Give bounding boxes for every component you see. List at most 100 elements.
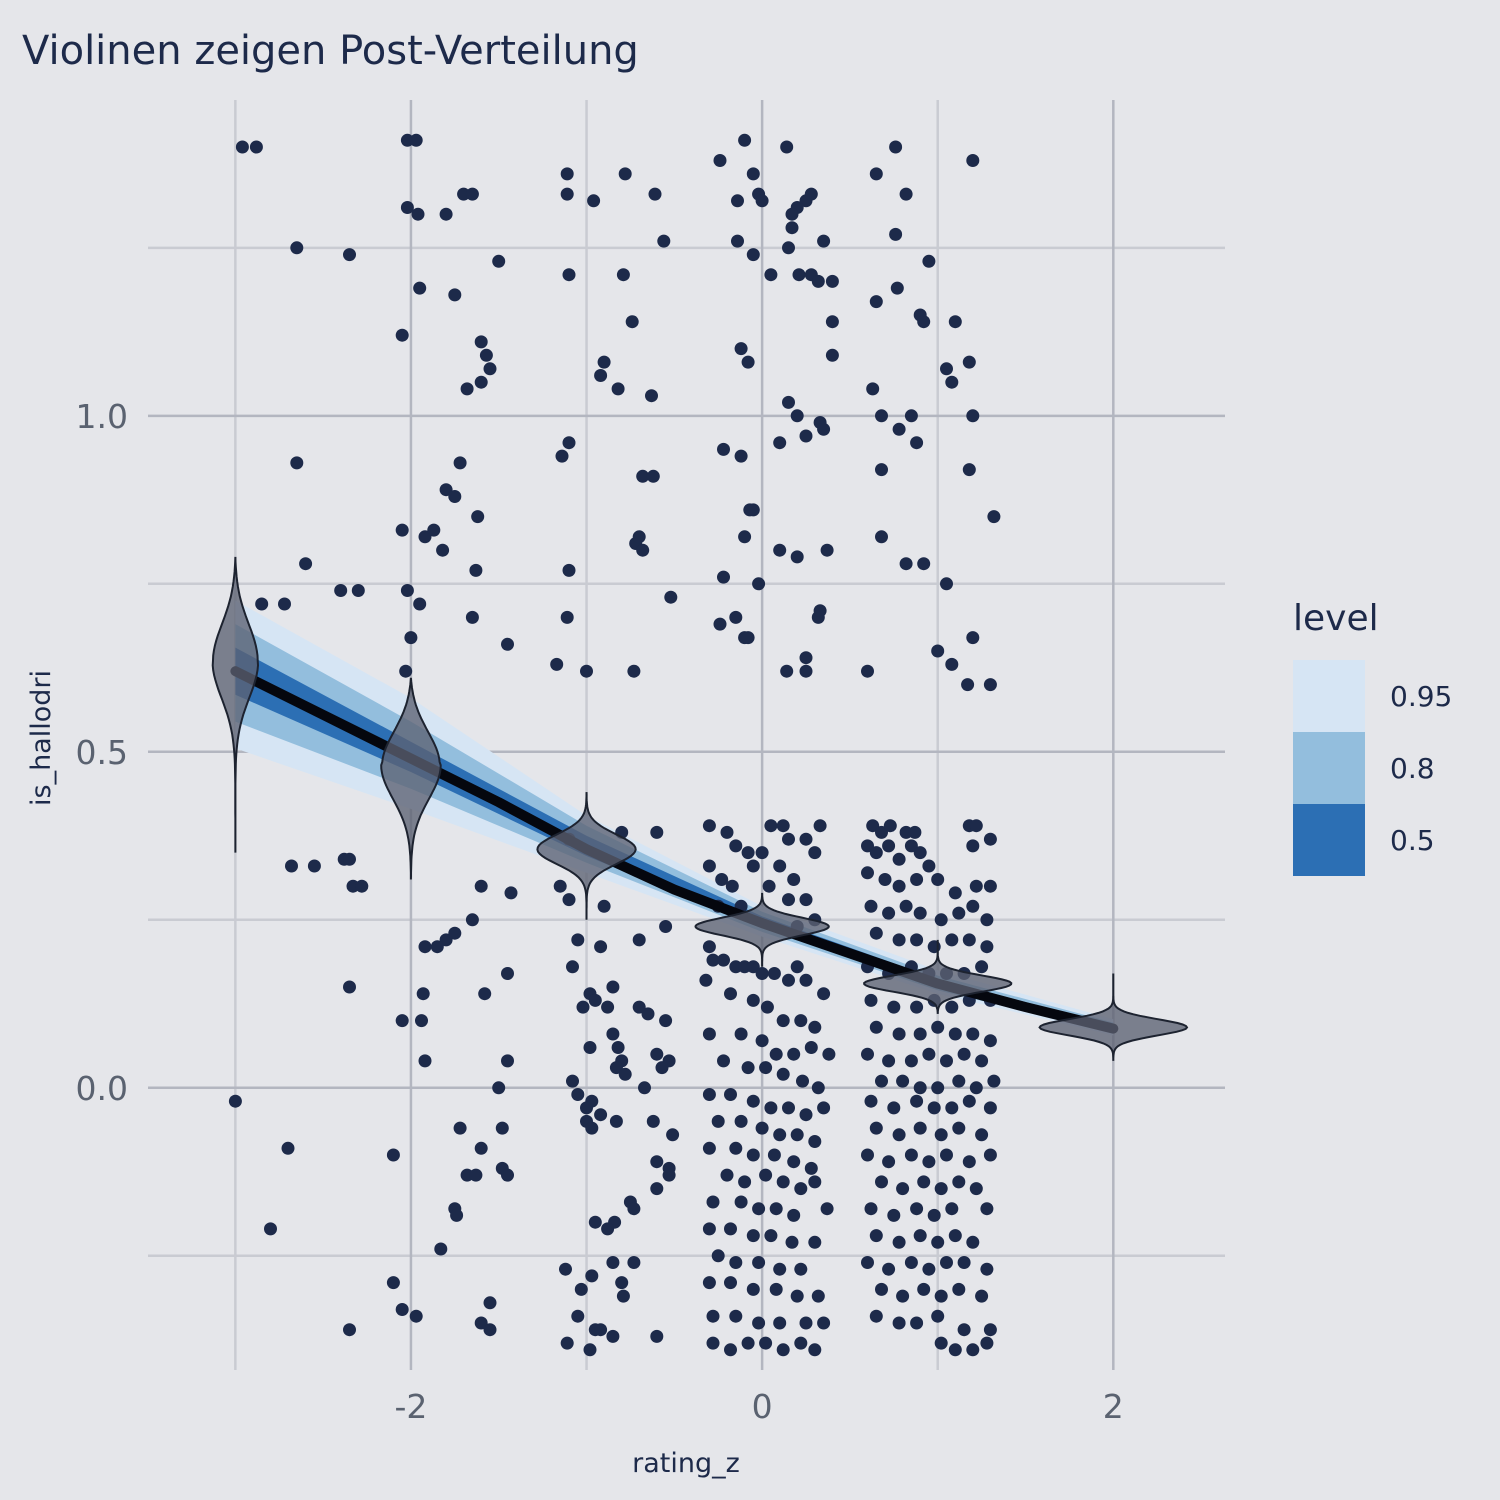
data-point	[562, 893, 576, 907]
data-point	[413, 597, 427, 611]
data-point	[418, 1054, 432, 1068]
data-point	[439, 207, 453, 221]
data-point	[808, 1175, 822, 1189]
data-point	[746, 248, 760, 262]
data-point	[702, 1276, 716, 1290]
data-point	[588, 1215, 602, 1229]
tick-labels: -2 0 2 0.0 0.5 1.0	[76, 397, 1124, 1426]
data-point	[957, 1047, 971, 1061]
x-tick-label: 0	[752, 1387, 773, 1426]
data-point	[904, 1148, 918, 1162]
data-point	[416, 987, 430, 1001]
data-point	[890, 281, 904, 295]
data-point	[448, 490, 462, 503]
data-point	[465, 187, 479, 201]
data-point	[808, 846, 822, 860]
data-point	[917, 1282, 931, 1296]
data-point	[892, 1316, 906, 1330]
data-point	[804, 187, 818, 201]
data-point	[764, 268, 778, 282]
data-point	[864, 1202, 878, 1216]
data-point	[645, 389, 658, 403]
data-point	[759, 1061, 773, 1075]
data-point	[782, 893, 795, 907]
data-point	[399, 664, 413, 678]
data-point	[790, 550, 804, 564]
data-point	[741, 846, 755, 860]
data-point	[987, 510, 1001, 524]
data-point	[917, 1175, 931, 1189]
data-point	[934, 913, 948, 927]
data-point	[717, 570, 730, 584]
data-point	[386, 1148, 400, 1162]
data-point	[980, 1202, 994, 1216]
data-point	[636, 543, 650, 557]
data-point	[892, 1235, 906, 1249]
data-point	[908, 825, 922, 839]
data-point	[734, 1027, 748, 1041]
data-point	[760, 1000, 774, 1014]
data-point	[878, 873, 892, 886]
data-point	[702, 1027, 716, 1041]
data-point	[820, 543, 834, 557]
data-point	[632, 933, 646, 947]
data-point	[983, 678, 997, 692]
data-point	[882, 1155, 896, 1169]
data-point	[571, 1088, 585, 1101]
data-point	[910, 1316, 924, 1330]
data-point	[627, 1256, 641, 1269]
data-point	[746, 960, 760, 974]
data-point	[611, 382, 625, 396]
data-point	[948, 315, 962, 329]
data-point	[664, 590, 678, 604]
data-point	[817, 1316, 831, 1330]
data-point	[896, 1289, 910, 1303]
data-point	[799, 832, 813, 846]
data-point	[574, 1282, 588, 1296]
data-point	[585, 1269, 599, 1283]
data-point	[866, 819, 880, 833]
data-point	[776, 819, 790, 833]
data-point	[618, 1067, 632, 1081]
data-point	[913, 1081, 927, 1095]
data-point	[606, 1256, 620, 1269]
data-point	[899, 187, 913, 201]
data-point	[875, 409, 888, 423]
data-point	[966, 409, 980, 423]
data-point	[813, 604, 827, 618]
data-point	[896, 1182, 910, 1196]
data-point	[966, 1235, 980, 1249]
data-point	[752, 1316, 766, 1330]
data-point	[724, 1088, 737, 1101]
data-point	[922, 1047, 936, 1061]
data-point	[969, 1081, 983, 1095]
y-axis-title: is_hallodri	[26, 670, 57, 806]
data-point	[759, 1336, 773, 1350]
data-point	[706, 1336, 720, 1350]
data-point	[869, 1121, 883, 1135]
legend-swatch	[1293, 732, 1365, 804]
data-point	[940, 1148, 953, 1162]
data-point	[699, 973, 713, 987]
data-point	[606, 980, 620, 994]
data-point	[616, 1289, 630, 1303]
data-point	[648, 187, 662, 201]
data-point	[616, 268, 630, 282]
data-point	[436, 543, 450, 557]
data-point	[746, 993, 760, 1007]
data-point	[787, 873, 801, 886]
data-point	[764, 819, 778, 833]
data-point	[632, 530, 646, 544]
data-point	[606, 1329, 620, 1343]
data-point	[945, 375, 959, 389]
data-point	[501, 1054, 514, 1068]
legend-swatch	[1293, 804, 1365, 876]
data-point	[299, 557, 313, 571]
data-point	[869, 1309, 883, 1323]
data-point	[799, 651, 813, 665]
data-point	[875, 1074, 888, 1088]
data-point	[817, 422, 831, 436]
data-point	[887, 1208, 901, 1222]
data-point	[264, 1222, 277, 1236]
data-point	[759, 1168, 773, 1182]
